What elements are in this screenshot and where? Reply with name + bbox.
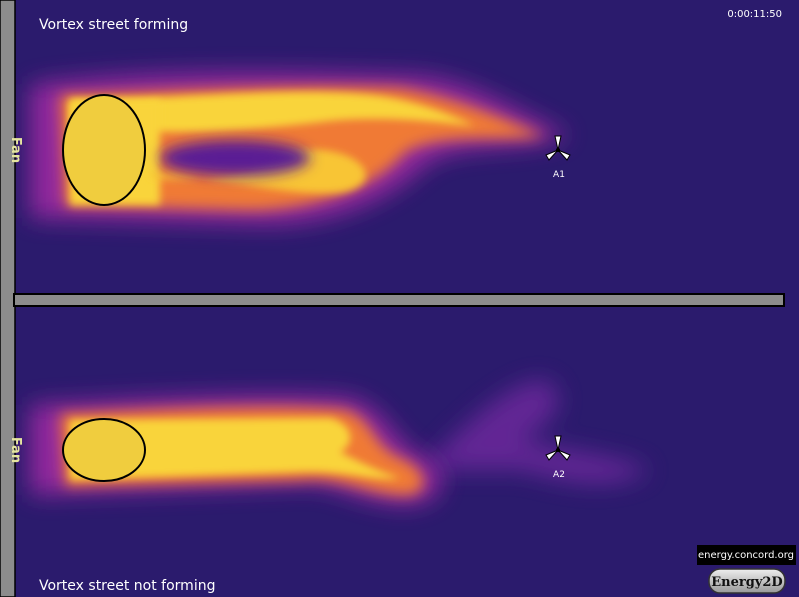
fan-label: Fan bbox=[8, 437, 23, 463]
panel-caption: Vortex street forming bbox=[39, 17, 188, 33]
timer: 0:00:11:50 bbox=[727, 9, 782, 20]
panel-caption: Vortex street not forming bbox=[39, 578, 215, 594]
anemometer-label: A1 bbox=[553, 170, 565, 180]
link-box[interactable] bbox=[697, 545, 796, 565]
fan-label: Fan bbox=[8, 137, 23, 163]
heat-plume-bottom bbox=[30, 380, 650, 505]
anemometer-label: A2 bbox=[553, 470, 565, 480]
logo-badge[interactable] bbox=[708, 568, 786, 594]
obstacle bbox=[62, 418, 146, 482]
heat-plume-top bbox=[30, 72, 570, 225]
divider-wall bbox=[13, 293, 785, 307]
logo[interactable]: Energy2D bbox=[711, 575, 782, 590]
link[interactable]: energy.concord.org bbox=[698, 550, 794, 561]
obstacle bbox=[62, 94, 146, 206]
fan-wall bbox=[0, 0, 16, 597]
